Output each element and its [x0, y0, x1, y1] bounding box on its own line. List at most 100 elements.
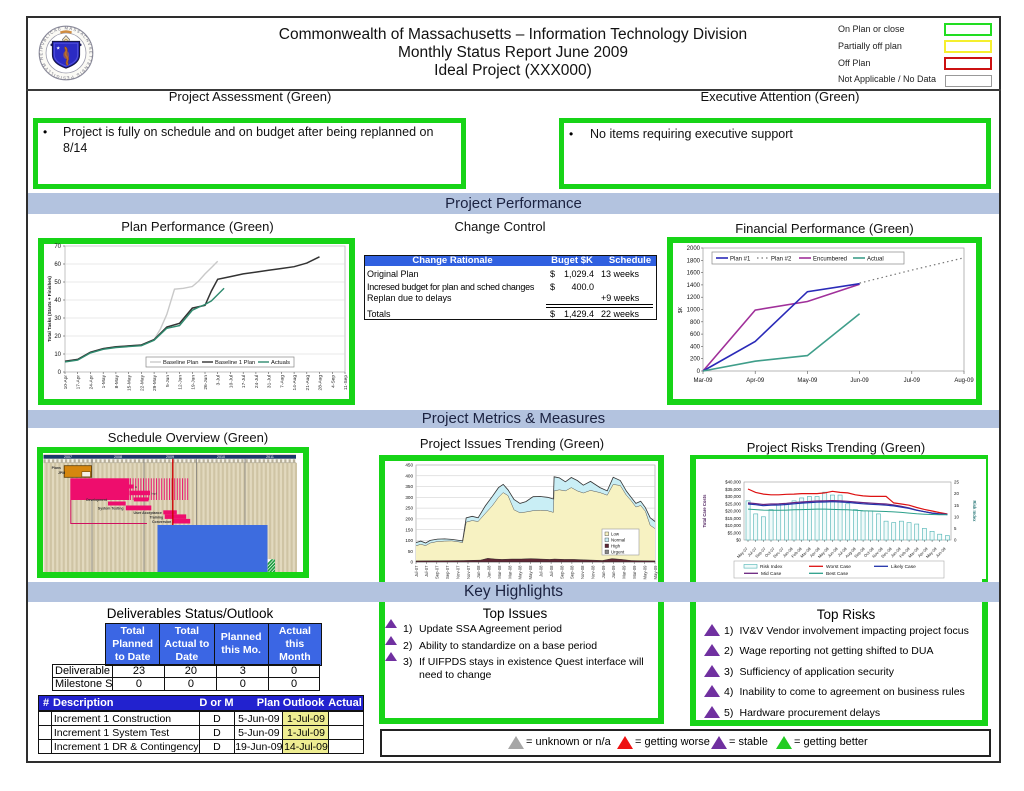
svg-text:8-May: 8-May [114, 374, 120, 388]
svg-text:Jul-09: Jul-09 [904, 378, 921, 384]
svg-text:Training: Training [150, 515, 164, 519]
svg-text:Actual: Actual [867, 256, 884, 262]
svg-text:12-Jun: 12-Jun [178, 375, 184, 390]
svg-text:$20,000: $20,000 [725, 509, 741, 514]
svg-text:Mar-08: Mar-08 [497, 565, 502, 579]
svg-text:Plan #2: Plan #2 [771, 256, 792, 262]
svg-text:May-08: May-08 [528, 565, 533, 580]
svg-text:$0: $0 [736, 538, 741, 543]
svg-text:$35,000: $35,000 [725, 487, 741, 492]
svg-text:Mar-09: Mar-09 [622, 565, 627, 579]
svg-text:26-Jun: 26-Jun [203, 375, 209, 390]
svg-text:User Acceptance: User Acceptance [134, 511, 162, 515]
svg-text:Jul-08: Jul-08 [539, 565, 544, 577]
svg-text:Aug-09: Aug-09 [954, 378, 974, 384]
svg-text:Risk Index: Risk Index [972, 501, 977, 523]
svg-text:Jul-08: Jul-08 [836, 546, 848, 558]
svg-text:Nov-07: Nov-07 [466, 565, 471, 579]
svg-text:5: 5 [954, 526, 957, 531]
svg-text:Mar-09: Mar-09 [693, 378, 713, 384]
svg-text:10-Apr: 10-Apr [63, 375, 69, 390]
svg-text:100: 100 [405, 538, 413, 543]
svg-text:May-09: May-09 [653, 565, 658, 580]
svg-text:Plans: Plans [52, 466, 61, 470]
svg-text:30: 30 [54, 316, 61, 322]
svg-text:1000: 1000 [687, 308, 701, 314]
svg-text:$10,000: $10,000 [725, 523, 741, 528]
svg-text:1200: 1200 [687, 295, 701, 301]
svg-text:$5,000: $5,000 [728, 530, 742, 535]
svg-text:$40,000: $40,000 [725, 480, 741, 485]
svg-text:Apr-09: Apr-09 [746, 378, 765, 384]
svg-text:Mar-09: Mar-09 [632, 565, 637, 579]
svg-text:10: 10 [54, 352, 61, 358]
svg-text:50: 50 [54, 280, 61, 286]
svg-text:Impl: Impl [151, 492, 157, 496]
svg-text:Likely Case: Likely Case [891, 564, 916, 570]
svg-text:450: 450 [405, 463, 413, 468]
svg-text:28-Aug: 28-Aug [318, 375, 324, 391]
svg-text:10: 10 [954, 514, 959, 519]
svg-text:Nov-07: Nov-07 [455, 565, 460, 579]
svg-text:Conversion: Conversion [152, 520, 171, 524]
svg-text:Total Tasks (Starts + Finishes: Total Tasks (Starts + Finishes) [47, 276, 52, 342]
svg-text:Risk Index: Risk Index [760, 564, 783, 570]
svg-text:May-09: May-09 [797, 378, 818, 384]
svg-text:2000: 2000 [687, 246, 701, 252]
svg-text:50: 50 [408, 549, 414, 554]
svg-text:29-May: 29-May [152, 374, 158, 391]
svg-text:Jul-07: Jul-07 [414, 565, 419, 577]
svg-text:Sep-08: Sep-08 [559, 565, 564, 579]
svg-text:15-May: 15-May [127, 374, 133, 391]
svg-text:$15,000: $15,000 [725, 516, 741, 521]
svg-text:May-08: May-08 [518, 565, 523, 580]
svg-text:17-Apr: 17-Apr [76, 375, 82, 390]
svg-text:2008: 2008 [114, 455, 122, 459]
svg-text:Sep-08: Sep-08 [570, 565, 575, 579]
svg-text:250: 250 [405, 506, 413, 511]
svg-text:Baseline 1 Plan: Baseline 1 Plan [215, 360, 255, 366]
svg-text:0: 0 [697, 369, 701, 375]
svg-text:Sep-07: Sep-07 [445, 565, 450, 579]
svg-text:15: 15 [954, 503, 959, 508]
svg-text:Actuals: Actuals [271, 360, 290, 366]
svg-text:25: 25 [954, 480, 959, 485]
svg-text:200: 200 [405, 517, 413, 522]
svg-text:Worst Case: Worst Case [826, 564, 851, 570]
svg-text:Low: Low [611, 531, 620, 536]
svg-text:Urgent: Urgent [611, 549, 625, 554]
svg-text:22-May: 22-May [139, 374, 145, 391]
svg-text:$30,000: $30,000 [725, 494, 741, 499]
svg-text:11-Sep: 11-Sep [343, 375, 349, 390]
svg-text:300: 300 [405, 495, 413, 500]
svg-text:40: 40 [54, 298, 61, 304]
svg-text:17-Jul: 17-Jul [241, 375, 247, 388]
svg-text:24-Jul: 24-Jul [254, 375, 260, 388]
svg-text:800: 800 [690, 320, 701, 326]
svg-text:1-May: 1-May [101, 374, 107, 388]
svg-text:21-Aug: 21-Aug [305, 375, 311, 391]
svg-text:60: 60 [54, 262, 61, 268]
svg-text:Mid Case: Mid Case [761, 571, 782, 577]
svg-text:May-09: May-09 [642, 565, 647, 580]
svg-text:System Testing: System Testing [98, 506, 124, 510]
svg-text:Development: Development [86, 498, 108, 502]
svg-text:1400: 1400 [687, 283, 701, 289]
svg-text:10-Jul: 10-Jul [229, 375, 235, 388]
svg-text:Encumbered: Encumbered [813, 256, 847, 262]
svg-text:Jan-08: Jan-08 [476, 565, 481, 578]
svg-text:Sep-07: Sep-07 [435, 565, 440, 579]
svg-text:Jan-08: Jan-08 [487, 565, 492, 578]
svg-text:150: 150 [405, 527, 413, 532]
svg-text:2007: 2007 [64, 455, 72, 459]
svg-text:Nov-08: Nov-08 [580, 565, 585, 579]
svg-text:Nov-08: Nov-08 [591, 565, 596, 579]
svg-text:5-Jun: 5-Jun [165, 375, 171, 387]
svg-text:600: 600 [690, 332, 701, 338]
svg-text:2009: 2009 [166, 455, 174, 459]
svg-text:Best Case: Best Case [826, 571, 848, 577]
svg-text:20: 20 [54, 334, 61, 340]
svg-text:1600: 1600 [687, 271, 701, 277]
svg-text:Normal: Normal [611, 537, 625, 542]
svg-text:Total Care Costs: Total Care Costs [702, 494, 707, 528]
